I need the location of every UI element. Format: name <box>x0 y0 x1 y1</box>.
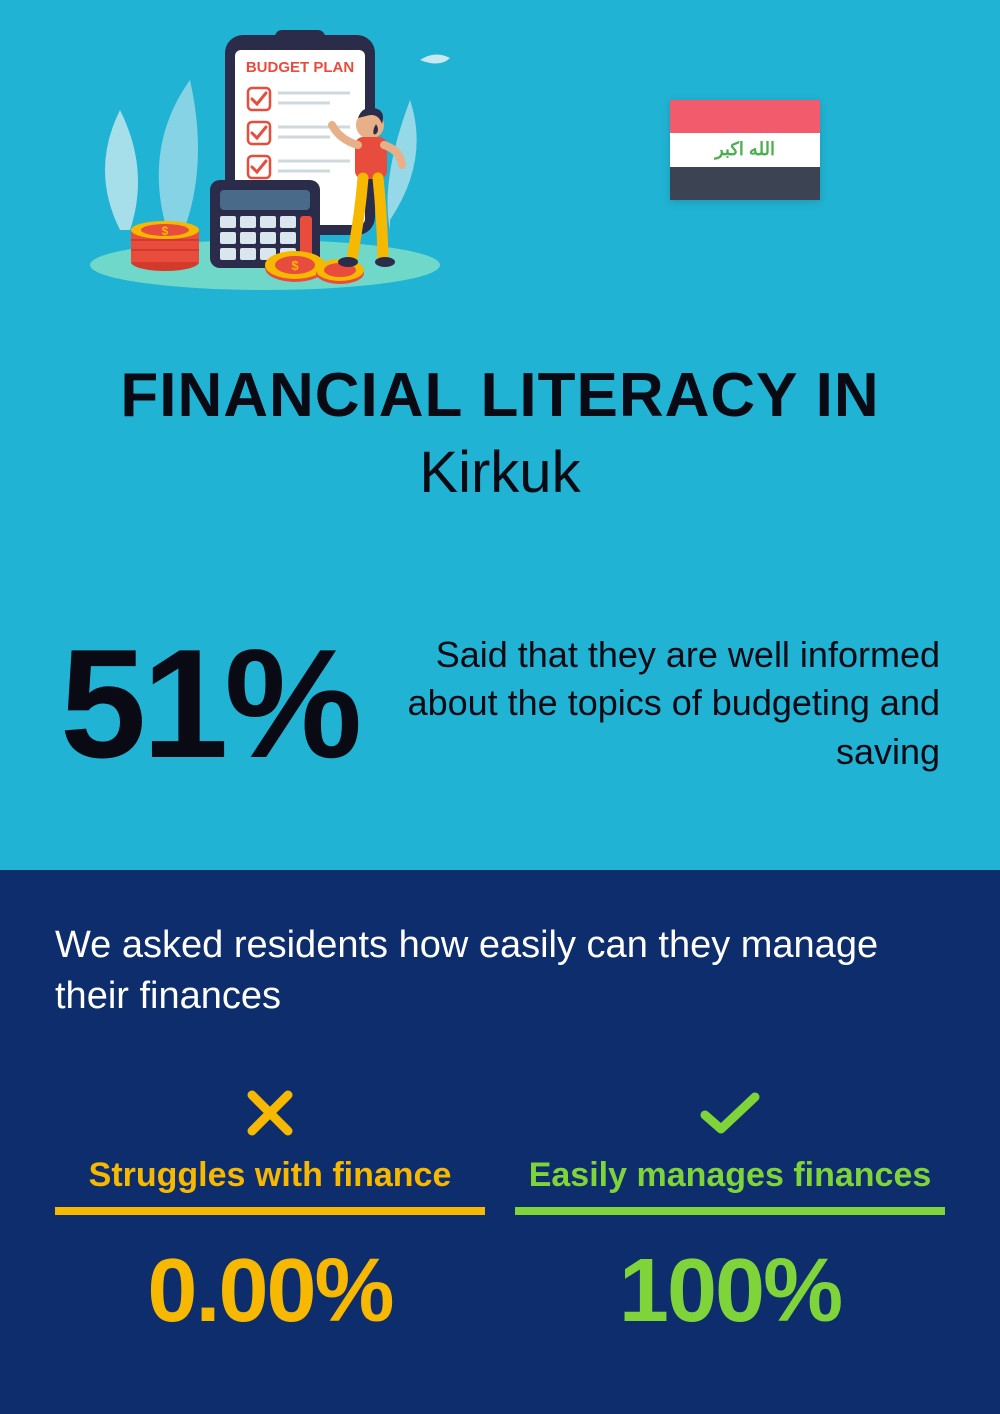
col-manages-label: Easily manages finances <box>515 1156 945 1195</box>
col-struggles-value: 0.00% <box>55 1240 485 1343</box>
question-text: We asked residents how easily can they m… <box>55 920 945 1023</box>
budget-illustration: BUDGET PLAN <box>80 30 450 290</box>
col-manages-divider <box>515 1207 945 1215</box>
title-line1: FINANCIAL LITERACY IN <box>60 360 940 431</box>
x-icon <box>55 1078 485 1148</box>
iraq-flag: الله اكبر <box>670 100 820 200</box>
title-line2: Kirkuk <box>60 439 940 506</box>
col-struggles: Struggles with finance 0.00% <box>55 1078 485 1343</box>
comparison-columns: Struggles with finance 0.00% Easily mana… <box>55 1078 945 1343</box>
illustration-area: BUDGET PLAN <box>60 30 940 310</box>
top-section: BUDGET PLAN <box>0 0 1000 870</box>
main-stat-row: 51% Said that they are well informed abo… <box>60 626 940 781</box>
check-icon <box>515 1078 945 1148</box>
svg-text:BUDGET PLAN: BUDGET PLAN <box>246 59 354 76</box>
col-manages: Easily manages finances 100% <box>515 1078 945 1343</box>
flag-stripe-top <box>670 100 820 133</box>
title-block: FINANCIAL LITERACY IN Kirkuk <box>60 360 940 506</box>
col-struggles-label: Struggles with finance <box>55 1156 485 1195</box>
main-stat-percent: 51% <box>60 626 358 781</box>
bottom-section: We asked residents how easily can they m… <box>0 870 1000 1414</box>
svg-text:$: $ <box>162 224 169 238</box>
main-stat-description: Said that they are well informed about t… <box>398 631 940 777</box>
flag-stripe-bottom <box>670 167 820 200</box>
flag-stripe-middle: الله اكبر <box>670 133 820 166</box>
col-struggles-divider <box>55 1207 485 1215</box>
svg-text:$: $ <box>291 258 299 273</box>
col-manages-value: 100% <box>515 1240 945 1343</box>
